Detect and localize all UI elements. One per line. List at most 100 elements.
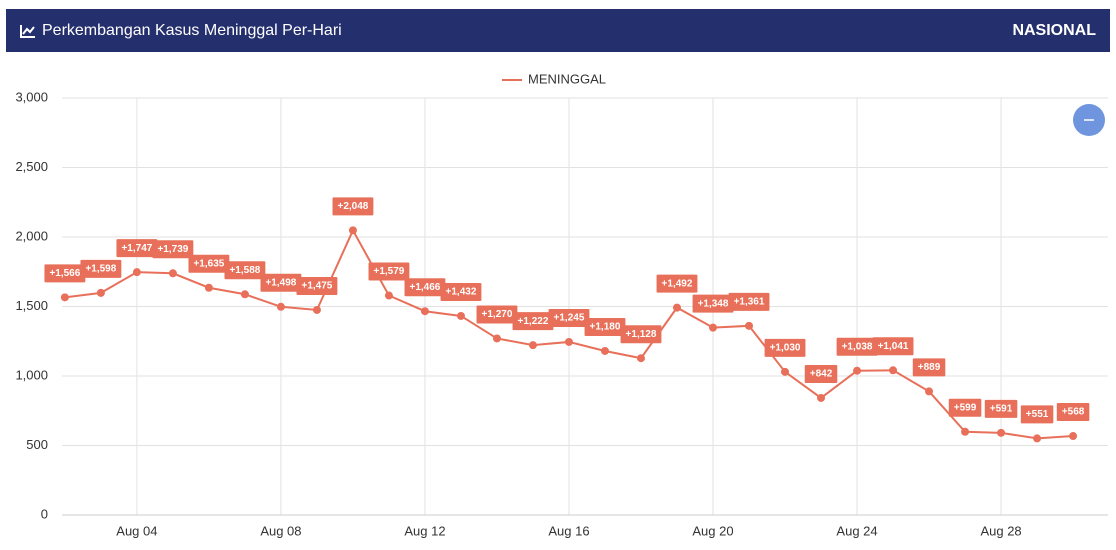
value-label-text: +1,492 [662,278,693,289]
value-label-text: +1,361 [734,296,765,307]
value-label-box [332,197,374,216]
value-label-box [584,317,626,336]
value-label-box [948,398,982,417]
point-marker [276,302,285,311]
value-label: +1,475 [296,276,338,295]
value-label-box [512,312,554,331]
point-marker [132,268,141,277]
value-label-box [1020,405,1054,424]
value-label-box [804,364,838,383]
value-label-box [188,254,230,273]
y-tick-label: 2,000 [15,228,48,243]
header-title-wrap: Perkembangan Kasus Meninggal Per-Hari [20,22,342,40]
value-label-box [656,274,698,293]
value-label: +1,245 [548,308,590,327]
point-marker [745,321,754,330]
point-marker [60,293,69,302]
value-label: +1,579 [368,262,410,281]
value-label-box [404,278,446,297]
value-label-box [476,305,518,324]
value-label-text: +1,588 [229,265,260,276]
value-label-text: +1,466 [410,282,441,293]
value-label-text: +2,048 [337,201,368,212]
value-label-box [296,276,338,295]
value-label-text: +842 [810,369,833,380]
value-label: +1,588 [224,261,266,280]
value-label: +1,222 [512,312,554,331]
point-marker [528,341,537,350]
point-marker [456,311,465,320]
point-marker [925,387,934,396]
value-label-box [548,308,590,327]
value-label-box [1056,403,1090,422]
point-marker [636,354,645,363]
value-label: +1,432 [440,282,482,301]
point-marker [96,288,105,297]
point-marker [817,393,826,402]
value-label-text: +1,566 [49,268,80,279]
value-label-box [728,292,770,311]
value-label-box [116,239,158,258]
zoom-button[interactable] [1073,104,1105,136]
value-label-text: +889 [918,362,941,373]
value-label: +1,128 [620,325,662,344]
value-label: +2,048 [332,197,374,216]
value-label-box [44,264,86,283]
point-marker [961,427,970,436]
x-tick-label: Aug 04 [116,523,157,538]
value-label-box [836,337,878,356]
value-label-text: +1,635 [193,258,224,269]
header: Perkembangan Kasus Meninggal Per-Hari NA… [6,9,1110,52]
value-label-text: +1,245 [554,313,585,324]
value-label-text: +1,475 [301,281,332,292]
value-label-box [692,294,734,313]
value-label: +1,747 [116,239,158,258]
value-label-text: +1,579 [374,266,405,277]
value-label-text: +1,739 [157,244,188,255]
value-label: +1,030 [764,338,806,357]
value-label: +1,598 [80,259,122,278]
value-label: +599 [948,398,982,417]
point-marker [889,366,898,375]
value-label-text: +1,348 [698,298,729,309]
value-label-box [152,240,194,259]
value-label: +1,041 [872,337,914,356]
point-marker [240,290,249,299]
value-label: +889 [912,358,946,377]
value-label-text: +591 [990,403,1013,414]
point-marker [384,291,393,300]
point-marker [709,323,718,332]
value-label-box [368,262,410,281]
series-line [64,228,1074,440]
point-marker [204,283,213,292]
value-label-box [764,338,806,357]
value-label-text: +551 [1026,409,1049,420]
y-tick-label: 1,500 [15,298,48,313]
point-marker [853,366,862,375]
point-marker [348,226,357,235]
value-label-text: +1,030 [770,342,801,353]
value-label: +1,270 [476,305,518,324]
y-tick-label: 0 [41,506,48,521]
value-label: +568 [1056,403,1090,422]
value-label-text: +1,598 [85,264,116,275]
value-label: +1,361 [728,292,770,311]
y-tick-label: 1,000 [15,367,48,382]
point-marker [168,269,177,278]
point-marker [420,307,429,316]
legend-label: MENINGGAL [528,71,606,86]
value-label-box [440,282,482,301]
chart-icon [20,24,35,38]
x-tick-label: Aug 08 [260,523,301,538]
value-label: +1,739 [152,240,194,259]
value-label-box [912,358,946,377]
value-label: +1,466 [404,278,446,297]
point-marker [1069,432,1078,441]
value-label: +1,038 [836,337,878,356]
value-label-box [620,325,662,344]
value-label: +842 [804,364,838,383]
x-tick-label: Aug 28 [980,523,1021,538]
y-tick-label: 2,500 [15,159,48,174]
value-label-text: +1,180 [590,322,621,333]
